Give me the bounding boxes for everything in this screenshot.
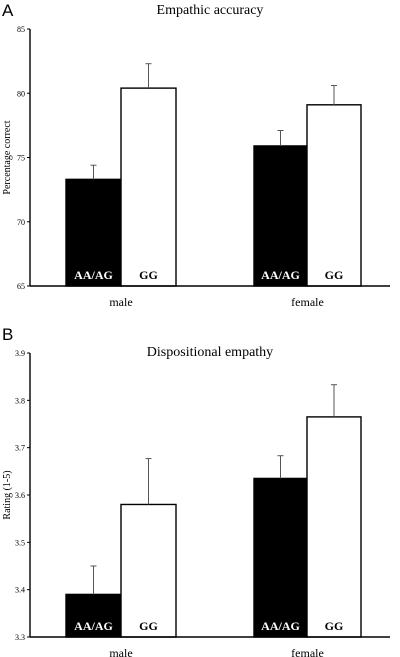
panel-b-y-tick-label: 3.8 xyxy=(15,396,25,405)
panel-b-bar-female-aa-ag xyxy=(253,477,308,638)
panel-a-bar-female-gg xyxy=(306,104,362,287)
panel-a-y-tick-label: 85 xyxy=(17,25,25,34)
panel-b-bar-female-gg xyxy=(306,416,362,638)
panel-b-y-tick-label: 3.3 xyxy=(15,633,25,642)
panel-a: A Empathic accuracy Percentage correct AA/… xyxy=(2,1,390,309)
panel-b-bar-label-male-gg: GG xyxy=(139,619,158,633)
panel-a-y-tick-label: 80 xyxy=(17,89,25,98)
panel-a-bar-male-aa-ag xyxy=(65,178,122,287)
panel-b-bar-label-female-gg: GG xyxy=(325,619,344,633)
panel-b-y-tick-label: 3.5 xyxy=(15,538,25,547)
panel-b-bar-male-gg xyxy=(120,503,177,638)
panel-a-bar-label-female-aa-ag: AA/AG xyxy=(261,268,300,282)
panel-b-category-label-male: male xyxy=(109,646,132,657)
panel-a-bar-label-male-aa-ag: AA/AG xyxy=(74,268,113,282)
panel-a-y-tick-label: 65 xyxy=(17,282,25,291)
panel-a-bar-male-gg xyxy=(120,87,177,287)
panel-a-category-label-female: female xyxy=(291,295,324,309)
panel-a-letter: A xyxy=(2,1,14,20)
panel-b-y-tick-label: 3.6 xyxy=(15,491,25,500)
panel-a-y-axis-label: Percentage correct xyxy=(2,120,13,194)
panel-b-title: Dispositional empathy xyxy=(147,345,273,360)
panel-a-y-tick-label: 70 xyxy=(17,218,25,227)
panel-b-y-tick-label: 3.9 xyxy=(15,349,25,358)
panel-a-y-tick-label: 75 xyxy=(17,154,25,163)
panel-b-bar-label-female-aa-ag: AA/AG xyxy=(261,619,300,633)
panel-a-title: Empathic accuracy xyxy=(157,3,264,18)
panel-b-y-axis-label: Rating (1-5) xyxy=(2,470,13,519)
panel-b-y-tick-label: 3.4 xyxy=(15,586,25,595)
panel-b-y-tick-label: 3.7 xyxy=(15,444,25,453)
panel-a-category-label-male: male xyxy=(109,295,132,309)
panel-b-category-label-female: female xyxy=(291,646,324,657)
panel-b-bar-label-male-aa-ag: AA/AG xyxy=(74,619,113,633)
panel-a-bar-label-female-gg: GG xyxy=(325,268,344,282)
panel-a-bar-female-aa-ag xyxy=(253,145,308,287)
panel-a-bar-label-male-gg: GG xyxy=(139,268,158,282)
panel-b-letter: B xyxy=(2,325,13,344)
panel-b: B Dispositional empathy Rating (1-5) AA/AG… xyxy=(2,325,390,657)
